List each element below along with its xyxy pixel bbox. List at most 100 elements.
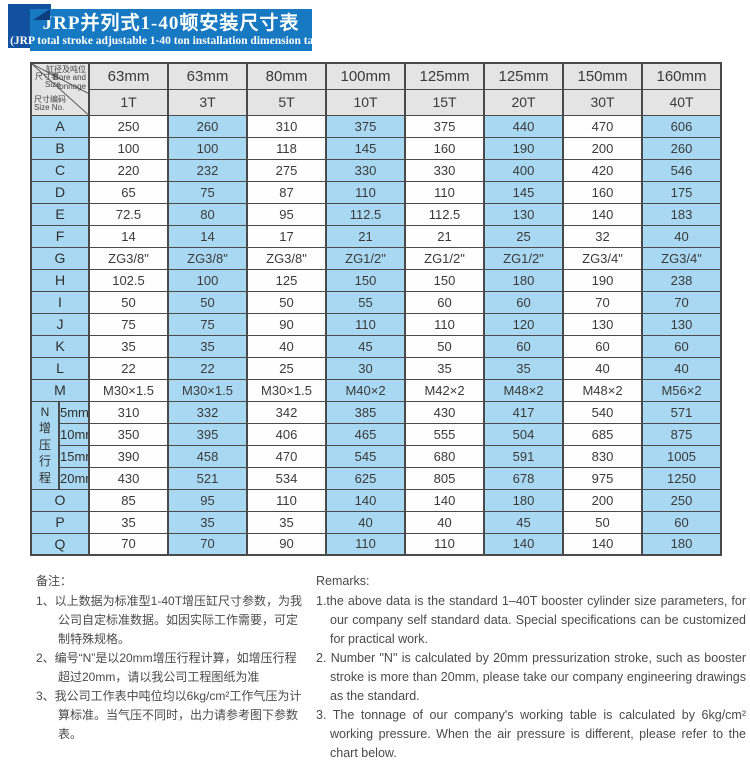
dimension-cell: M40×2	[325, 378, 406, 402]
row-label: K	[30, 334, 90, 358]
row-sublabel: 15mm	[58, 444, 90, 468]
dimension-cell: 110	[404, 180, 485, 204]
col-header-bore: 125mm	[404, 62, 485, 90]
dimension-cell: 440	[483, 114, 564, 138]
dimension-cell: 130	[641, 312, 722, 336]
dimension-cell: 180	[641, 532, 722, 556]
col-header-tonnage: 1T	[88, 88, 169, 116]
dimension-cell: 50	[404, 334, 485, 358]
dimension-cell: 75	[88, 312, 169, 336]
table-row: D 65 75 87 110 110 145 160 175	[30, 180, 722, 204]
dimension-cell: 100	[167, 268, 248, 292]
row-label: B	[30, 136, 90, 160]
dimension-cell: 406	[246, 422, 327, 446]
dimension-cell: 678	[483, 466, 564, 490]
dimension-cell: 70	[562, 290, 643, 314]
dimension-cell: 80	[167, 202, 248, 226]
dimension-cell: 35	[167, 334, 248, 358]
title-banner: JRP并列式1-40顿安装尺寸表 (JRP total stroke adjus…	[10, 9, 332, 51]
col-header-bore: 160mm	[641, 62, 722, 90]
dimension-cell: 200	[562, 488, 643, 512]
col-header-tonnage: 5T	[246, 88, 327, 116]
dimension-cell: 75	[167, 180, 248, 204]
dimension-cell: M48×2	[483, 378, 564, 402]
dimension-cell: 40	[562, 356, 643, 380]
dimension-cell: 112.5	[325, 202, 406, 226]
dimension-cell: 118	[246, 136, 327, 160]
dimension-cell: 521	[167, 466, 248, 490]
dimension-cell: 140	[483, 532, 564, 556]
dimension-cell: 22	[167, 356, 248, 380]
dimension-cell: 35	[167, 510, 248, 534]
table-row: A 250 260 310 375 375 440 470 606	[30, 114, 722, 138]
dimension-cell: ZG3/8"	[88, 246, 169, 270]
dimension-cell: 30	[325, 356, 406, 380]
dimension-cell: 120	[483, 312, 564, 336]
table-row: L 22 22 25 30 35 35 40 40	[30, 356, 722, 380]
dimension-cell: 145	[325, 136, 406, 160]
dimension-cell: 275	[246, 158, 327, 182]
dimension-cell: 417	[483, 400, 564, 424]
table-row: P 35 35 35 40 40 45 50 60	[30, 510, 722, 534]
row-label: L	[30, 356, 90, 380]
dimension-cell: 830	[562, 444, 643, 468]
dimension-cell: 130	[483, 202, 564, 226]
dimension-cell: 220	[88, 158, 169, 182]
dimension-cell: 25	[483, 224, 564, 248]
dimension-cell: 232	[167, 158, 248, 182]
notes-english-heading: Remarks:	[316, 574, 370, 588]
row-label: M	[30, 378, 90, 402]
dimension-cell: 35	[88, 334, 169, 358]
dimension-cell: 50	[88, 290, 169, 314]
dimension-cell: 150	[325, 268, 406, 292]
note-item: 2、编号“N”是以20mm增压行程计算，如增压行程超过20mm，请以我公司工程图…	[36, 651, 297, 684]
dimension-cell: 420	[562, 158, 643, 182]
row-label: E	[30, 202, 90, 226]
dimension-cell: 140	[325, 488, 406, 512]
dimension-cell: 310	[88, 400, 169, 424]
corner-diagonal-lines	[33, 64, 87, 114]
row-sublabel: 20mm	[58, 466, 90, 490]
table-row: G ZG3/8" ZG3/8" ZG3/8" ZG1/2" ZG1/2" ZG1/2" ZG3…	[30, 246, 722, 270]
dimension-cell: 35	[246, 510, 327, 534]
corner-size-label: 尺寸表 Size	[35, 72, 61, 90]
col-header-bore: 100mm	[325, 62, 406, 90]
table-row: 20mm4305215346258056789751250	[31, 466, 722, 490]
dimension-cell: 14	[167, 224, 248, 248]
col-header-bore: 80mm	[246, 62, 327, 90]
dimension-cell: 190	[562, 268, 643, 292]
col-header-tonnage: 40T	[641, 88, 722, 116]
dimension-cell: 50	[562, 510, 643, 534]
dimension-cell: 546	[641, 158, 722, 182]
table-row: Q 70 70 90 110 110 140 140 180	[30, 532, 722, 556]
dimension-cell: 60	[641, 510, 722, 534]
dimension-cell: 60	[562, 334, 643, 358]
dimension-cell: 140	[404, 488, 485, 512]
col-header-bore: 63mm	[88, 62, 169, 90]
dimension-cell: 17	[246, 224, 327, 248]
dimension-cell: 45	[325, 334, 406, 358]
col-header-bore: 125mm	[483, 62, 564, 90]
dimension-cell: 100	[88, 136, 169, 160]
dimension-cell: 100	[167, 136, 248, 160]
dimension-cell: 25	[246, 356, 327, 380]
dimension-cell: 21	[404, 224, 485, 248]
dimension-cell: 72.5	[88, 202, 169, 226]
dimension-cell: 250	[88, 114, 169, 138]
dimension-cell: 190	[483, 136, 564, 160]
dimension-cell: 60	[404, 290, 485, 314]
dimension-cell: 110	[325, 312, 406, 336]
dimension-cell: ZG1/2"	[483, 246, 564, 270]
col-header-tonnage: 10T	[325, 88, 406, 116]
dimension-cell: 70	[167, 532, 248, 556]
row-label: H	[30, 268, 90, 292]
dimension-cell: 55	[325, 290, 406, 314]
note-item: 2. Number "N" is calculated by 20mm pres…	[316, 651, 746, 703]
banner-fold-triangle	[33, 9, 50, 20]
dimension-cell: 70	[641, 290, 722, 314]
dimension-cell: 87	[246, 180, 327, 204]
dimension-cell: 375	[325, 114, 406, 138]
dimension-cell: 110	[325, 532, 406, 556]
dimension-cell: 238	[641, 268, 722, 292]
notes-chinese: 备注： 1、以上数据为标准型1-40T增压缸尺寸参数，为我公司自定标准数据。如因…	[36, 572, 304, 763]
